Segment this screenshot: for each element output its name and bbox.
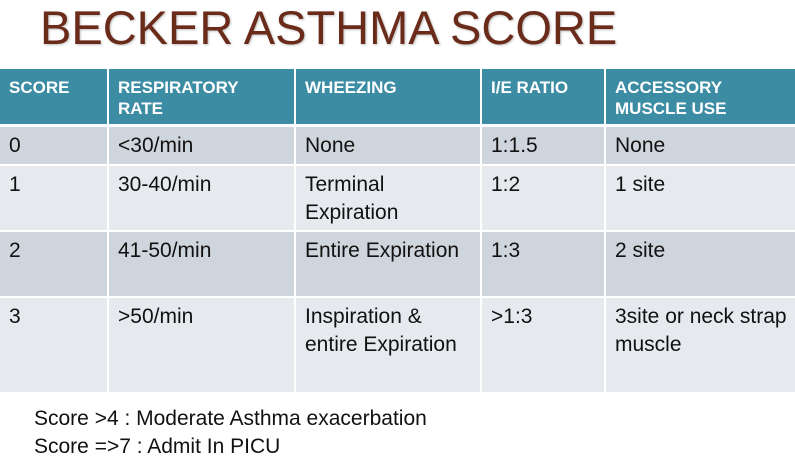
score-notes: Score >4 : Moderate Asthma exacerbation … <box>34 405 427 461</box>
cell-accessory-muscle-use: None <box>605 125 795 166</box>
header-ie-ratio: I/E RATIO <box>481 69 606 127</box>
cell-wheezing: Inspiration & entire Expiration <box>295 297 482 394</box>
cell-ie-ratio: 1:2 <box>481 165 606 232</box>
cell-score: 3 <box>0 297 109 394</box>
cell-ie-ratio: 1:1.5 <box>481 125 606 166</box>
cell-accessory-muscle-use: 1 site <box>605 165 795 232</box>
cell-respiratory-rate: <30/min <box>108 125 296 166</box>
header-accessory-muscle-use: ACCESSORY MUSCLE USE <box>605 69 795 127</box>
cell-respiratory-rate: 30-40/min <box>108 165 296 232</box>
cell-accessory-muscle-use: 3site or neck strap muscle <box>605 297 795 394</box>
cell-respiratory-rate: 41-50/min <box>108 231 296 298</box>
cell-wheezing: Entire Expiration <box>295 231 482 298</box>
cell-score: 2 <box>0 231 109 298</box>
cell-accessory-muscle-use: 2 site <box>605 231 795 298</box>
cell-respiratory-rate: >50/min <box>108 297 296 394</box>
page-title: BECKER ASTHMA SCORE <box>40 1 618 54</box>
header-respiratory-rate: RESPIRATORY RATE <box>108 69 296 127</box>
cell-score: 1 <box>0 165 109 232</box>
header-wheezing: WHEEZING <box>295 69 482 127</box>
table-header-row: SCORE RESPIRATORY RATE WHEEZING I/E RATI… <box>0 69 795 127</box>
header-score: SCORE <box>0 69 109 127</box>
note-moderate: Score >4 : Moderate Asthma exacerbation <box>34 407 427 430</box>
table-row: 1 30-40/min Terminal Expiration 1:2 1 si… <box>0 165 795 232</box>
cell-ie-ratio: >1:3 <box>481 297 606 394</box>
cell-ie-ratio: 1:3 <box>481 231 606 298</box>
cell-wheezing: Terminal Expiration <box>295 165 482 232</box>
note-admit: Score =>7 : Admit In PICU <box>34 435 281 458</box>
table-row: 0 <30/min None 1:1.5 None <box>0 125 795 166</box>
score-table: SCORE RESPIRATORY RATE WHEEZING I/E RATI… <box>0 69 795 394</box>
table-row: 3 >50/min Inspiration & entire Expiratio… <box>0 297 795 394</box>
cell-score: 0 <box>0 125 109 166</box>
table-row: 2 41-50/min Entire Expiration 1:3 2 site <box>0 231 795 298</box>
cell-wheezing: None <box>295 125 482 166</box>
